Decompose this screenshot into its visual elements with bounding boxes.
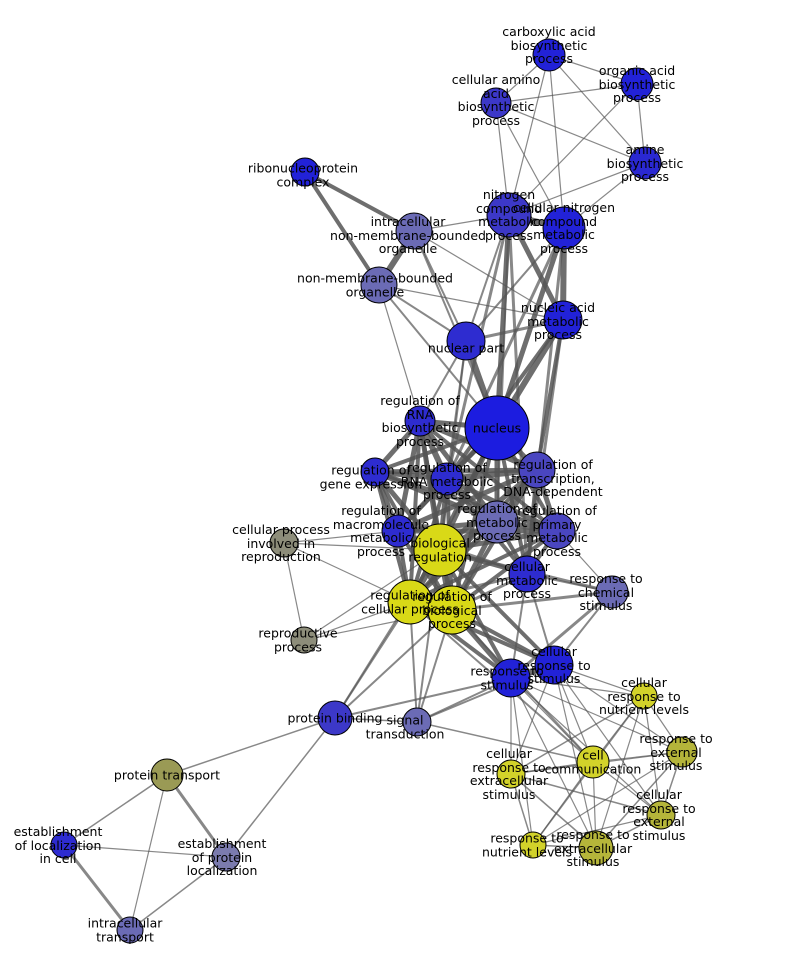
edge bbox=[508, 54, 550, 216]
edge bbox=[532, 751, 683, 846]
node-cellular-nitrogen-compound-metabolic-process[interactable] bbox=[542, 206, 586, 250]
edge bbox=[595, 695, 645, 849]
edge bbox=[510, 677, 534, 846]
node-organic-acid-biosynthetic-process[interactable] bbox=[620, 67, 654, 101]
node-cellular-response-to-stimulus[interactable] bbox=[534, 645, 574, 685]
node-protein-transport[interactable] bbox=[150, 758, 184, 792]
edge bbox=[165, 773, 228, 859]
node-regulation-of-metabolic-process[interactable] bbox=[475, 500, 519, 544]
node-protein-binding[interactable] bbox=[317, 700, 353, 736]
edge bbox=[283, 530, 399, 544]
node-response-to-extracellular-stimulus[interactable] bbox=[578, 830, 614, 866]
edge bbox=[553, 664, 597, 849]
edge bbox=[225, 717, 336, 858]
edge bbox=[548, 54, 565, 229]
edge bbox=[510, 695, 645, 775]
node-nucleus[interactable] bbox=[464, 395, 530, 461]
edge bbox=[416, 721, 594, 763]
edge bbox=[378, 284, 564, 321]
edge bbox=[532, 814, 662, 846]
node-signal-transduction[interactable] bbox=[402, 707, 432, 737]
node-nuclear-part[interactable] bbox=[446, 321, 486, 361]
edge bbox=[510, 773, 662, 816]
node-regulation-of-biological-process[interactable] bbox=[427, 585, 477, 635]
edge bbox=[283, 542, 305, 641]
edge bbox=[416, 664, 555, 723]
edge bbox=[495, 83, 638, 104]
node-response-to-external-stimulus[interactable] bbox=[666, 736, 698, 768]
node-regulation-of-macromolecule-metabolic-process[interactable] bbox=[381, 514, 415, 548]
edge bbox=[129, 856, 227, 931]
node-cellular-metabolic-process[interactable] bbox=[508, 555, 546, 593]
edge bbox=[303, 170, 416, 233]
node-response-to-chemical-stimulus[interactable] bbox=[595, 575, 629, 609]
edge bbox=[510, 677, 645, 697]
node-amine-biosynthetic-process[interactable] bbox=[628, 146, 662, 180]
node-regulation-of-rna-metabolic-process[interactable] bbox=[430, 462, 464, 496]
node-ribonucleoprotein-complex[interactable] bbox=[290, 157, 320, 187]
edge bbox=[303, 549, 441, 641]
node-cellular-process-involved-in-reproduction[interactable] bbox=[269, 528, 299, 558]
edge bbox=[510, 677, 594, 763]
node-cell-communication[interactable] bbox=[576, 745, 610, 779]
edge bbox=[495, 102, 646, 164]
edge bbox=[510, 677, 683, 753]
edge bbox=[129, 774, 168, 931]
node-regulation-of-cellular-process[interactable] bbox=[387, 579, 433, 625]
edge bbox=[553, 664, 683, 753]
edge bbox=[509, 590, 614, 680]
edge bbox=[548, 54, 646, 164]
edge bbox=[378, 284, 421, 422]
node-cellular-response-to-nutrient-levels[interactable] bbox=[630, 682, 658, 710]
node-nucleic-acid-metabolic-process[interactable] bbox=[543, 300, 583, 340]
edge bbox=[510, 773, 597, 849]
node-regulation-of-gene-expression[interactable] bbox=[360, 457, 390, 487]
edge bbox=[334, 609, 453, 719]
node-cellular-response-to-external-stimulus[interactable] bbox=[646, 800, 676, 830]
node-regulation-of-rna-biosynthetic-process[interactable] bbox=[404, 405, 436, 437]
edge bbox=[63, 844, 227, 858]
node-regulation-of-transcription-dna-dependent[interactable] bbox=[518, 451, 556, 489]
node-cellular-amino-acid-biosynthetic-process[interactable] bbox=[480, 87, 512, 119]
node-layer bbox=[50, 38, 698, 944]
edge bbox=[303, 170, 381, 287]
edge bbox=[416, 549, 441, 723]
edge bbox=[63, 774, 168, 846]
edge bbox=[166, 717, 336, 776]
edge bbox=[510, 677, 597, 849]
edge bbox=[334, 677, 512, 719]
edge bbox=[438, 548, 556, 667]
edge bbox=[508, 162, 646, 216]
edge bbox=[450, 590, 614, 612]
node-cellular-response-to-extracellular-stimulus[interactable] bbox=[496, 759, 526, 789]
edge bbox=[553, 664, 662, 816]
edge bbox=[62, 843, 132, 932]
node-reproductive-process[interactable] bbox=[290, 626, 318, 654]
edge bbox=[510, 664, 555, 775]
edge bbox=[532, 761, 594, 846]
node-carboxylic-acid-biosynthetic-process[interactable] bbox=[532, 38, 566, 72]
node-establishment-of-localization-in-cell[interactable] bbox=[50, 831, 78, 859]
edge-layer bbox=[62, 54, 683, 932]
node-nitrogen-compound-metabolic-process[interactable] bbox=[486, 192, 532, 238]
edge bbox=[413, 230, 564, 321]
edge bbox=[510, 677, 662, 816]
edge bbox=[595, 751, 683, 849]
edge bbox=[283, 542, 411, 603]
edge bbox=[373, 470, 559, 533]
node-establishment-of-protein-localization[interactable] bbox=[211, 842, 241, 872]
node-response-to-stimulus[interactable] bbox=[491, 658, 531, 698]
node-intracellular-transport[interactable] bbox=[116, 916, 144, 944]
edge bbox=[508, 83, 638, 216]
node-biological-regulation[interactable] bbox=[413, 523, 467, 577]
edge bbox=[465, 227, 565, 342]
node-non-membrane-bounded-organelle[interactable] bbox=[360, 266, 398, 304]
node-intracellular-non-membrane-bounded-organelle[interactable] bbox=[395, 212, 433, 250]
node-response-to-nutrient-levels[interactable] bbox=[519, 831, 547, 859]
node-regulation-of-primary-metabolic-process[interactable] bbox=[538, 512, 576, 550]
edge bbox=[495, 102, 565, 229]
